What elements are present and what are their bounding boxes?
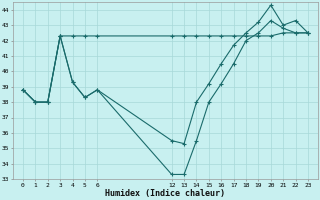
X-axis label: Humidex (Indice chaleur): Humidex (Indice chaleur) [106,189,226,198]
